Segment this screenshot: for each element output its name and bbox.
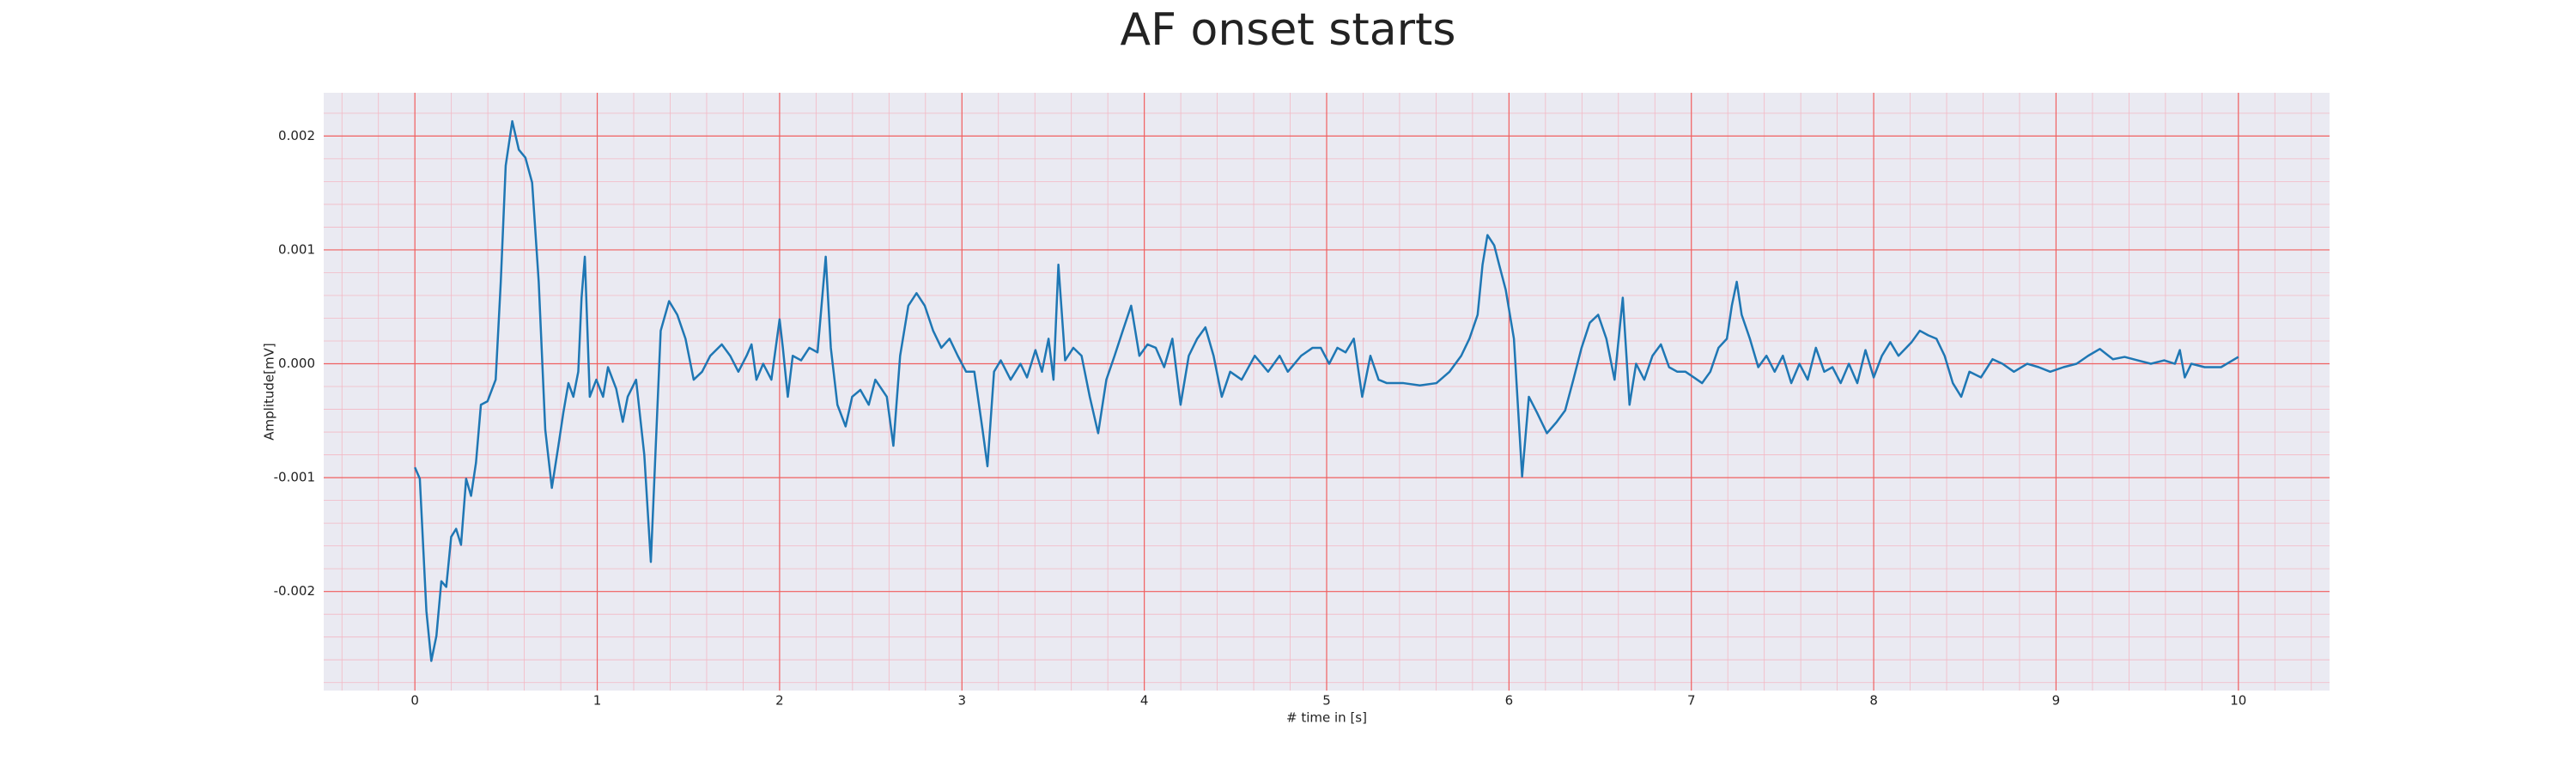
y-tick-label: 0.001 bbox=[278, 241, 315, 257]
y-tick-label: 0.002 bbox=[278, 128, 315, 143]
x-tick-label: 9 bbox=[2052, 693, 2061, 709]
y-tick-label: -0.001 bbox=[274, 470, 315, 485]
x-tick-label: 0 bbox=[410, 693, 419, 709]
data-line bbox=[414, 119, 2239, 662]
x-tick-label: 3 bbox=[957, 693, 966, 709]
y-tick-label: 0.000 bbox=[278, 356, 315, 371]
x-tick-label: 4 bbox=[1140, 693, 1149, 709]
x-tick-label: 8 bbox=[1869, 693, 1878, 709]
x-tick-label: 10 bbox=[2230, 693, 2246, 709]
x-tick-label: 6 bbox=[1505, 693, 1514, 709]
y-tick-label: -0.002 bbox=[274, 583, 315, 599]
x-tick-label: 1 bbox=[593, 693, 602, 709]
x-axis-label: # time in [s] bbox=[1286, 710, 1367, 726]
x-tick-label: 2 bbox=[775, 693, 784, 709]
y-axis-label: Amplitude[mV] bbox=[262, 343, 277, 440]
x-tick-label: 7 bbox=[1687, 693, 1696, 709]
chart-title: AF onset starts bbox=[1121, 4, 1456, 56]
x-tick-label: 5 bbox=[1322, 693, 1331, 709]
